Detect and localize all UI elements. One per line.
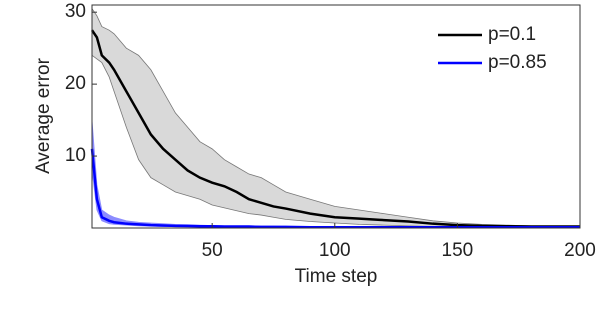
x-tick-label: 150 (442, 240, 474, 261)
x-tick-label: 200 (564, 240, 596, 261)
x-tick-label: 50 (202, 240, 223, 261)
plot-frame (91, 4, 581, 229)
x-tick-label: 100 (319, 240, 351, 261)
y-tick-label: 30 (65, 1, 86, 22)
legend-label: p=0.85 (488, 52, 547, 73)
legend-label: p=0.1 (488, 24, 536, 45)
y-axis-label: Average error (33, 57, 54, 173)
x-axis-label: Time step (295, 266, 378, 287)
y-tick-label: 10 (65, 145, 86, 166)
y-tick-label: 20 (65, 73, 86, 94)
